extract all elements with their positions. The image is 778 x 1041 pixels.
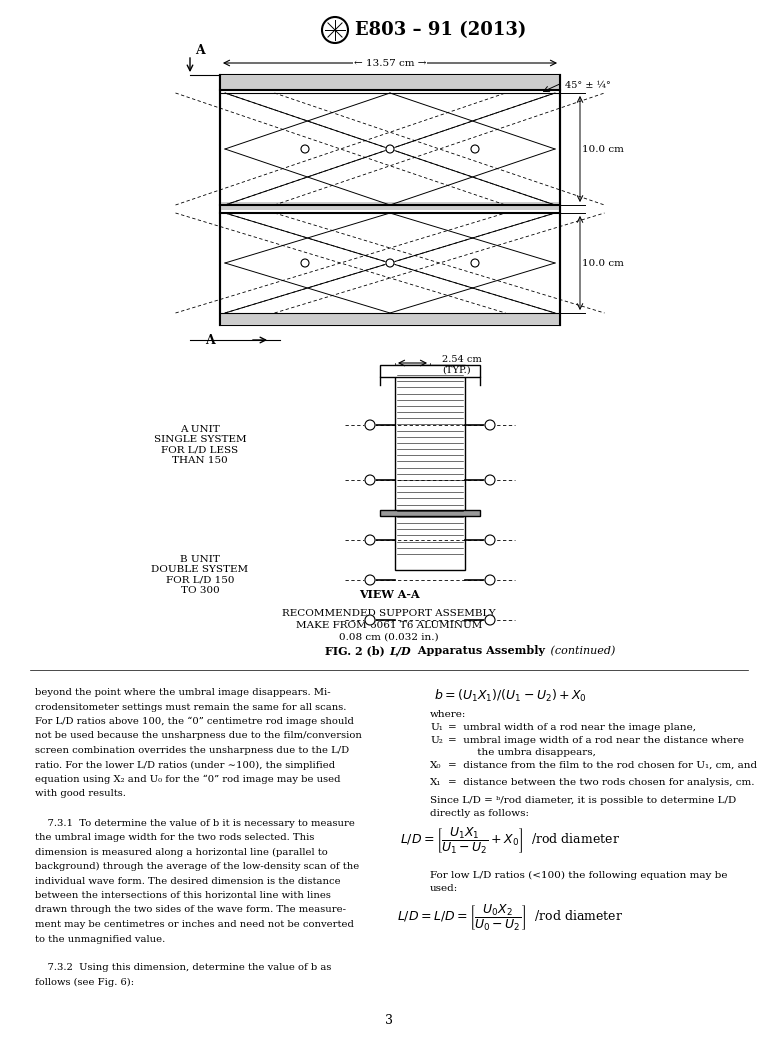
Text: ratio. For the lower L/D ratios (under ∼100), the simplified: ratio. For the lower L/D ratios (under ∼… [35, 761, 335, 769]
Bar [380, 510, 480, 516]
Text: FIG. 2 (b): FIG. 2 (b) [325, 645, 389, 657]
Bar [220, 313, 560, 325]
Text: MAKE FROM 6061 T6 ALUMINUM: MAKE FROM 6061 T6 ALUMINUM [296, 620, 482, 630]
Text: VIEW A-A: VIEW A-A [359, 589, 419, 601]
Text: 10.0 cm: 10.0 cm [582, 258, 624, 268]
Circle shape [485, 420, 495, 430]
Bar [380, 365, 480, 377]
Text: background) through the average of the low-density scan of the: background) through the average of the l… [35, 862, 359, 871]
Circle shape [365, 535, 375, 545]
Text: X₀: X₀ [430, 761, 441, 770]
Circle shape [485, 575, 495, 585]
Circle shape [485, 615, 495, 625]
Text: ← 13.57 cm →: ← 13.57 cm → [354, 58, 426, 68]
Text: ment may be centimetres or inches and need not be converted: ment may be centimetres or inches and ne… [35, 920, 354, 929]
Bar [220, 202, 560, 210]
Text: $b = (U_1 X_1)/(U_1 - U_2) + X_0$: $b = (U_1 X_1)/(U_1 - U_2) + X_0$ [433, 688, 587, 704]
Text: equation using X₂ and U₀ for the “0” rod image may be used: equation using X₂ and U₀ for the “0” rod… [35, 775, 341, 784]
Text: to the unmagnified value.: to the unmagnified value. [35, 935, 165, 943]
Text: 45° ± ¼°: 45° ± ¼° [565, 80, 611, 90]
Text: dimension is measured along a horizontal line (parallel to: dimension is measured along a horizontal… [35, 847, 328, 857]
Circle shape [386, 145, 394, 153]
Text: 2.54 cm
(TYP.): 2.54 cm (TYP.) [442, 355, 482, 375]
Text: For L/D ratios above 100, the “0” centimetre rod image should: For L/D ratios above 100, the “0” centim… [35, 717, 354, 727]
Circle shape [365, 420, 375, 430]
Circle shape [485, 475, 495, 485]
Text: X₁: X₁ [430, 778, 441, 787]
Text: For low L/D ratios (<100) the following equation may be: For low L/D ratios (<100) the following … [430, 871, 727, 880]
Text: A: A [205, 333, 215, 347]
Text: with good results.: with good results. [35, 789, 126, 798]
Text: follows (see Fig. 6):: follows (see Fig. 6): [35, 977, 134, 987]
Text: the umbra disappears,: the umbra disappears, [448, 748, 596, 757]
Bar [220, 75, 560, 90]
Text: A UNIT
SINGLE SYSTEM
FOR L/D LESS
THAN 150: A UNIT SINGLE SYSTEM FOR L/D LESS THAN 1… [154, 425, 247, 465]
Text: Since L/D = ᵇ/rod diameter, it is possible to determine L/D: Since L/D = ᵇ/rod diameter, it is possib… [430, 796, 736, 805]
Circle shape [386, 259, 394, 266]
Text: E803 – 91 (2013): E803 – 91 (2013) [355, 21, 527, 39]
Text: 7.3.2  Using this dimension, determine the value of b as: 7.3.2 Using this dimension, determine th… [35, 964, 331, 972]
Text: =  distance from the film to the rod chosen for U₁, cm, and: = distance from the film to the rod chos… [448, 761, 757, 770]
Text: directly as follows:: directly as follows: [430, 809, 529, 818]
Text: $L/D = L/D = \left[\dfrac{U_0 X_2}{U_0 - U_2}\right]$  /rod diameter: $L/D = L/D = \left[\dfrac{U_0 X_2}{U_0 -… [397, 903, 623, 933]
Text: used:: used: [430, 884, 458, 893]
Text: =  umbral width of a rod near the image plane,: = umbral width of a rod near the image p… [448, 723, 696, 732]
Text: individual wave form. The desired dimension is the distance: individual wave form. The desired dimens… [35, 877, 341, 886]
Text: =  distance between the two rods chosen for analysis, cm.: = distance between the two rods chosen f… [448, 778, 755, 787]
Circle shape [365, 615, 375, 625]
Text: (continued): (continued) [547, 645, 615, 656]
Text: $L/D = \left[\dfrac{U_1 X_1}{U_1 - U_2} + X_0\right]$  /rod diameter: $L/D = \left[\dfrac{U_1 X_1}{U_1 - U_2} … [400, 826, 620, 856]
Text: beyond the point where the umbral image disappears. Mi-: beyond the point where the umbral image … [35, 688, 331, 697]
Circle shape [301, 259, 309, 266]
Text: RECOMMENDED SUPPORT ASSEMBLY: RECOMMENDED SUPPORT ASSEMBLY [282, 609, 496, 617]
Text: where:: where: [430, 710, 466, 719]
Bar [220, 75, 560, 325]
Circle shape [301, 145, 309, 153]
Text: screen combination overrides the unsharpness due to the L/D: screen combination overrides the unsharp… [35, 746, 349, 755]
Text: between the intersections of this horizontal line with lines: between the intersections of this horizo… [35, 891, 331, 900]
Text: Apparatus Assembly: Apparatus Assembly [414, 645, 545, 657]
Text: U₁: U₁ [430, 723, 443, 732]
Text: crodensitometer settings must remain the same for all scans.: crodensitometer settings must remain the… [35, 703, 346, 711]
Text: 0.08 cm (0.032 in.): 0.08 cm (0.032 in.) [339, 633, 439, 641]
Text: 10.0 cm: 10.0 cm [582, 145, 624, 153]
Text: A: A [195, 44, 205, 56]
Text: 7.3.1  To determine the value of b it is necessary to measure: 7.3.1 To determine the value of b it is … [35, 818, 355, 828]
Text: U₂: U₂ [430, 736, 443, 745]
Circle shape [365, 475, 375, 485]
Text: the umbral image width for the two rods selected. This: the umbral image width for the two rods … [35, 833, 314, 842]
Circle shape [485, 535, 495, 545]
Text: B UNIT
DOUBLE SYSTEM
FOR L/D 150
TO 300: B UNIT DOUBLE SYSTEM FOR L/D 150 TO 300 [152, 555, 248, 595]
Text: =  umbral image width of a rod near the distance where: = umbral image width of a rod near the d… [448, 736, 744, 745]
Circle shape [471, 145, 479, 153]
Circle shape [471, 259, 479, 266]
Text: not be used because the unsharpness due to the film/conversion: not be used because the unsharpness due … [35, 732, 362, 740]
Text: L/D: L/D [389, 645, 411, 657]
Circle shape [365, 575, 375, 585]
Bar [395, 365, 465, 570]
Text: 3: 3 [385, 1014, 393, 1026]
Text: drawn through the two sides of the wave form. The measure-: drawn through the two sides of the wave … [35, 906, 346, 914]
